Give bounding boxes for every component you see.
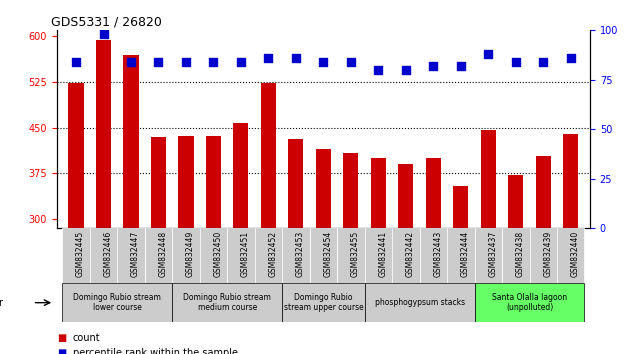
Bar (310, 228, 337, 283)
Text: GSM832442: GSM832442 (406, 231, 415, 277)
Point (153, 59, 163, 65)
Text: GSM832450: GSM832450 (213, 231, 223, 277)
Bar (420, 228, 447, 283)
Bar (282, 283, 365, 322)
Text: GSM832451: GSM832451 (241, 231, 250, 277)
Point (236, 59, 246, 65)
Bar (392, 228, 420, 283)
Point (181, 59, 191, 65)
Bar (337, 228, 365, 283)
Bar (69, 82, 83, 354)
Bar (227, 228, 255, 283)
Bar (124, 55, 139, 354)
Text: GSM832444: GSM832444 (461, 231, 470, 277)
Text: GSM832449: GSM832449 (186, 231, 195, 277)
Text: Domingo Rubio stream
lower course: Domingo Rubio stream lower course (73, 293, 161, 312)
Text: GSM832447: GSM832447 (131, 231, 140, 277)
Point (346, 59, 356, 65)
Bar (536, 156, 551, 354)
Text: ■: ■ (57, 348, 66, 354)
Bar (475, 283, 584, 322)
Point (291, 55, 301, 61)
Bar (261, 82, 276, 354)
Bar (316, 149, 331, 354)
Point (71, 59, 81, 65)
Bar (481, 130, 496, 354)
Text: GSM832448: GSM832448 (158, 231, 167, 277)
Text: GSM832441: GSM832441 (379, 231, 387, 277)
Bar (447, 228, 475, 283)
Point (538, 59, 548, 65)
Bar (179, 136, 194, 354)
Bar (151, 137, 166, 354)
Bar (62, 228, 90, 283)
Bar (371, 158, 386, 354)
Bar (96, 40, 111, 354)
Point (374, 67, 384, 73)
Bar (282, 228, 310, 283)
Bar (255, 228, 282, 283)
Text: ■: ■ (57, 333, 66, 343)
Bar (117, 228, 144, 283)
Bar (365, 283, 475, 322)
Bar (343, 153, 358, 354)
Text: GSM832438: GSM832438 (516, 231, 525, 277)
Text: other: other (0, 298, 3, 308)
Text: GSM832446: GSM832446 (103, 231, 112, 277)
Bar (398, 164, 413, 354)
Text: GSM832437: GSM832437 (488, 231, 497, 277)
Bar (426, 158, 441, 354)
Text: GDS5331 / 26820: GDS5331 / 26820 (52, 16, 162, 29)
Point (456, 63, 466, 69)
Bar (233, 124, 249, 354)
Text: Santa Olalla lagoon
(unpolluted): Santa Olalla lagoon (unpolluted) (492, 293, 567, 312)
Text: GSM832440: GSM832440 (571, 231, 580, 277)
Text: percentile rank within the sample: percentile rank within the sample (73, 348, 237, 354)
Bar (502, 228, 529, 283)
Bar (90, 228, 117, 283)
Point (98, 31, 109, 37)
Bar (62, 283, 172, 322)
Text: GSM832445: GSM832445 (76, 231, 85, 277)
Text: GSM832453: GSM832453 (296, 231, 305, 277)
Point (401, 67, 411, 73)
Point (483, 51, 493, 57)
Bar (365, 228, 392, 283)
Text: phosphogypsum stacks: phosphogypsum stacks (375, 298, 464, 307)
Point (566, 55, 576, 61)
Bar (508, 175, 523, 354)
Point (510, 59, 521, 65)
Bar (172, 283, 282, 322)
Bar (557, 228, 584, 283)
Bar (206, 136, 221, 354)
Bar (563, 134, 578, 354)
Text: Domingo Rubio stream
medium course: Domingo Rubio stream medium course (183, 293, 271, 312)
Text: count: count (73, 333, 100, 343)
Bar (288, 139, 304, 354)
Text: GSM832452: GSM832452 (268, 231, 278, 277)
Bar (529, 228, 557, 283)
Point (208, 59, 218, 65)
Text: GSM832439: GSM832439 (543, 231, 552, 277)
Bar (475, 228, 502, 283)
Bar (199, 228, 227, 283)
Text: GSM832454: GSM832454 (324, 231, 333, 277)
Point (126, 59, 136, 65)
Point (319, 59, 329, 65)
Bar (172, 228, 199, 283)
Bar (453, 185, 468, 354)
Text: GSM832443: GSM832443 (433, 231, 442, 277)
Point (428, 63, 439, 69)
Text: GSM832455: GSM832455 (351, 231, 360, 277)
Text: Domingo Rubio
stream upper course: Domingo Rubio stream upper course (283, 293, 363, 312)
Point (263, 55, 273, 61)
Bar (144, 228, 172, 283)
